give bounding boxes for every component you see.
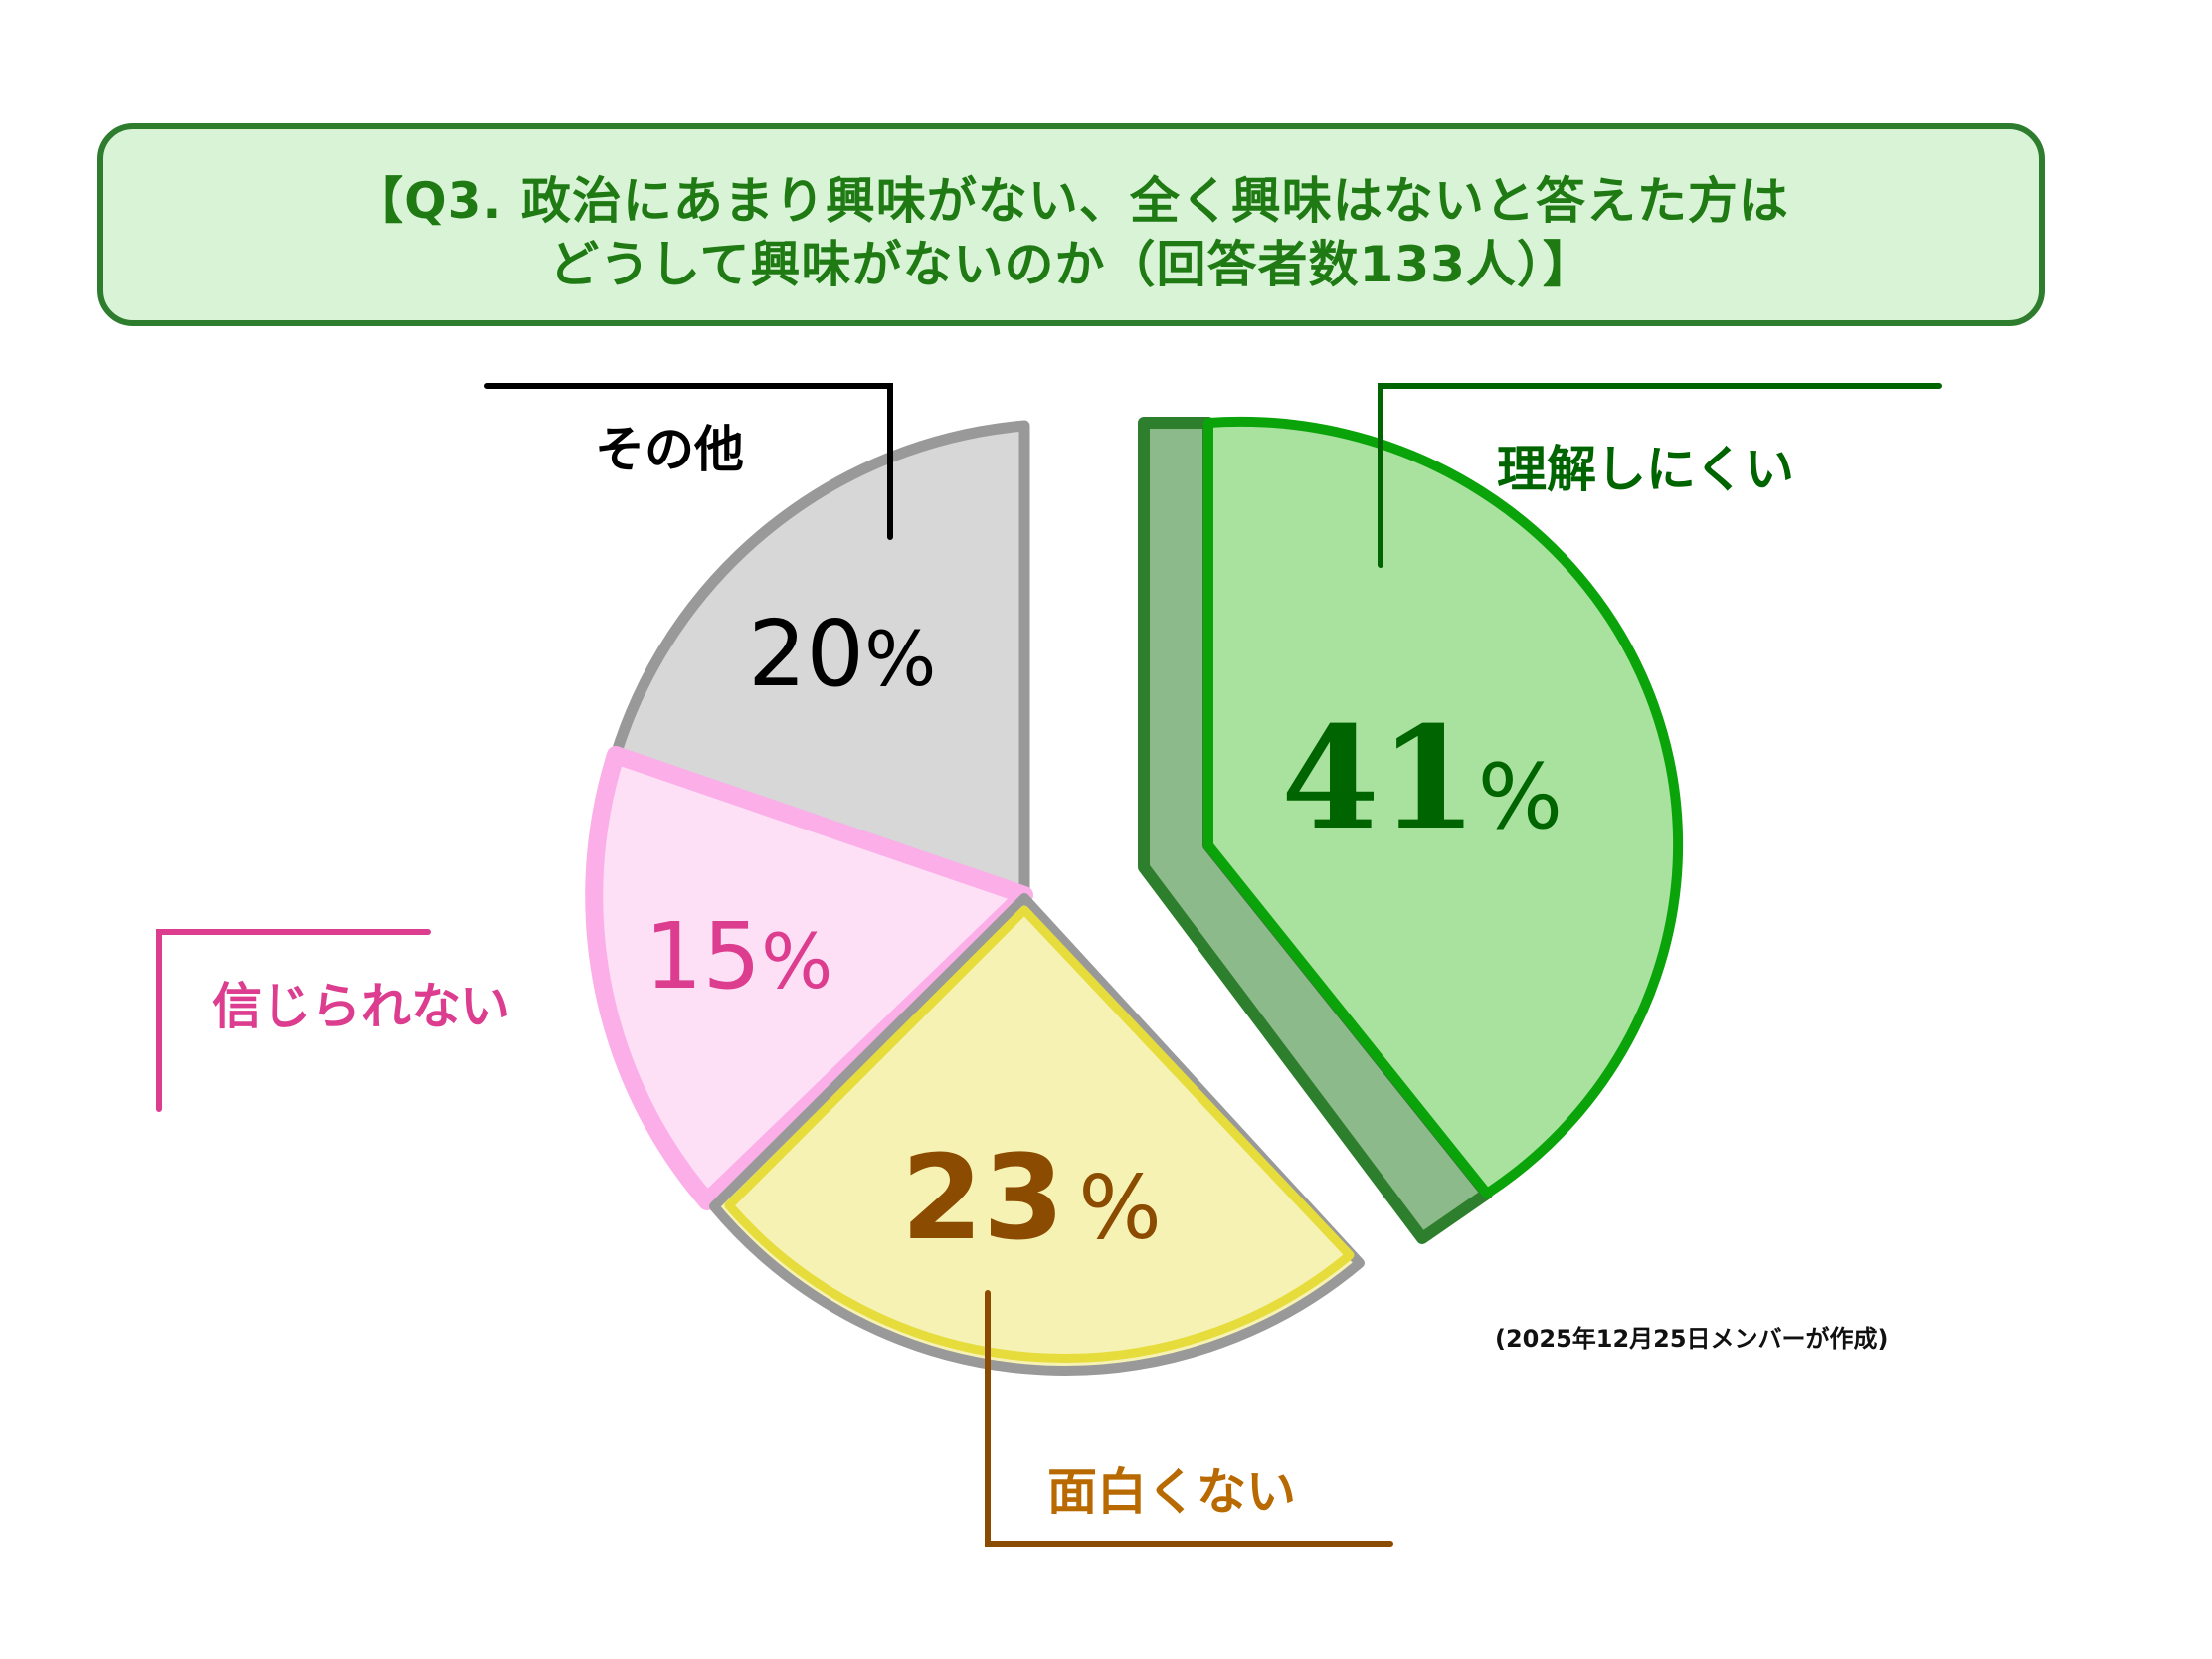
pie-slice-other	[610, 420, 1030, 901]
percent-other-sign: %	[864, 615, 937, 703]
percent-other-value: 20	[748, 601, 865, 707]
title-box: 【Q3. 政治にあまり興味がない、全く興味はないと答えた方は どうして興味がない…	[97, 123, 2045, 326]
percent-understand-value: 41	[1281, 696, 1478, 861]
pie-slice-boring	[709, 893, 1365, 1376]
pie-slice-distrust	[585, 746, 1033, 1210]
leader-line-other	[484, 383, 893, 540]
percent-boring-value: 23	[901, 1129, 1065, 1266]
percent-other: 20%	[748, 601, 936, 707]
percent-boring: 23%	[901, 1129, 1162, 1266]
percent-distrust-value: 15	[645, 903, 762, 1010]
percent-understand-sign: %	[1477, 745, 1564, 849]
label-distrust: 信じられない	[212, 978, 510, 1035]
percent-understand: 41%	[1281, 696, 1563, 861]
source-note: (2025年12月25日メンバーが作成)	[1495, 1325, 1889, 1353]
chart-title: 【Q3. 政治にあまり興味がない、全く興味はないと答えた方は どうして興味がない…	[103, 169, 2039, 296]
leader-line-distrust	[156, 929, 431, 1112]
label-boring: 面白くない	[1047, 1463, 1296, 1521]
chart-title-line-1: 【Q3. 政治にあまり興味がない、全く興味はないと答えた方は	[353, 172, 1789, 230]
leader-line-understand	[1378, 383, 1942, 568]
percent-boring-sign: %	[1078, 1157, 1162, 1259]
label-understand: 理解しにくい	[1497, 441, 1794, 498]
pie-slice-boring-inner-outline	[724, 905, 1355, 1363]
label-other: その他	[595, 421, 744, 478]
chart-title-line-2: どうして興味がないのか（回答者数133人）】	[549, 236, 1593, 293]
pie-slice-understand	[1203, 416, 1684, 1198]
leader-line-boring	[985, 1290, 1393, 1547]
percent-distrust-sign: %	[761, 917, 833, 1006]
percent-distrust: 15%	[645, 903, 832, 1010]
